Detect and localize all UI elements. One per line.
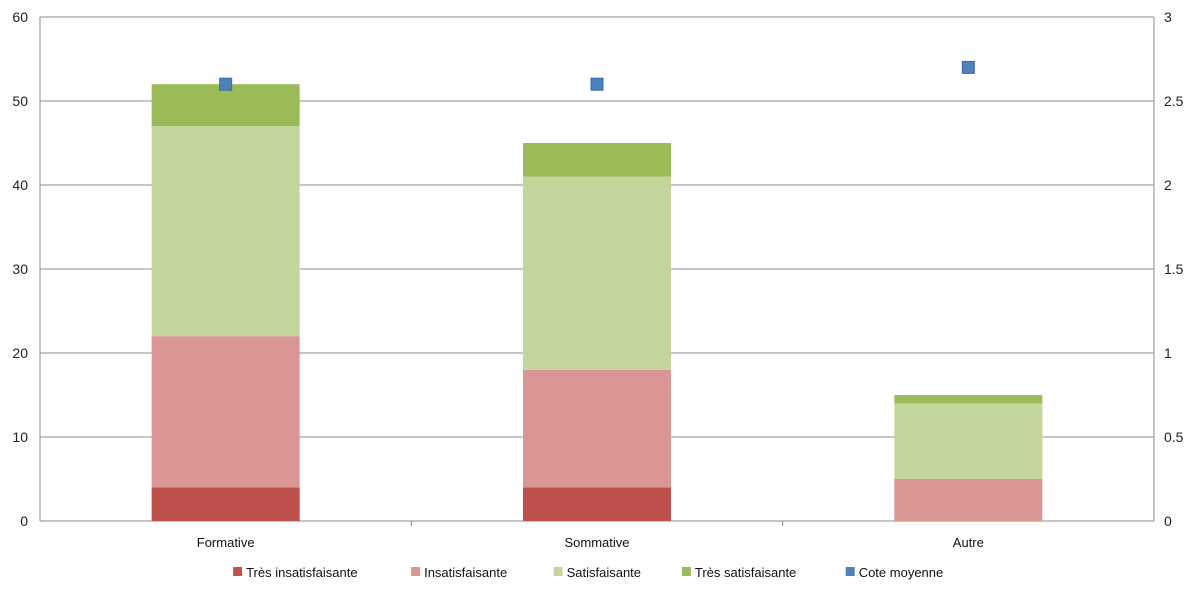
legend-label: Insatisfaisante <box>424 565 507 580</box>
average-score-marker <box>219 77 233 91</box>
legend-label: Très insatisfaisante <box>246 565 358 580</box>
x-category-label: Formative <box>197 535 255 550</box>
y-left-tick-label: 50 <box>12 93 28 109</box>
bar-segment <box>523 143 671 177</box>
x-category-label: Sommative <box>564 535 629 550</box>
x-category-label: Autre <box>953 535 984 550</box>
y-right-tick-label: 2.5 <box>1164 93 1184 109</box>
bar-segment <box>894 403 1043 479</box>
legend-swatch <box>233 567 243 576</box>
bar-segment <box>151 487 300 521</box>
y-left-tick-label: 10 <box>12 429 28 445</box>
legend-swatch <box>845 567 855 576</box>
legend-label: Cote moyenne <box>859 565 944 580</box>
legend-swatch <box>553 567 563 576</box>
bar-segment <box>523 176 671 370</box>
y-right-tick-label: 1.5 <box>1164 261 1184 277</box>
y-left-tick-label: 20 <box>12 345 28 361</box>
y-right-tick-label: 3 <box>1164 9 1172 25</box>
bar-segment <box>894 479 1043 521</box>
y-right-tick-label: 2 <box>1164 177 1172 193</box>
legend-swatch <box>681 567 691 576</box>
y-right-tick-label: 0 <box>1164 513 1172 529</box>
legend-label: Très satisfaisante <box>695 565 796 580</box>
bar-segment <box>151 126 300 337</box>
legend-label: Satisfaisante <box>567 565 641 580</box>
average-score-marker <box>590 77 604 91</box>
y-left-tick-label: 40 <box>12 177 28 193</box>
y-left-tick-label: 0 <box>20 513 28 529</box>
average-score-marker <box>961 60 975 74</box>
bar-segment <box>523 369 671 488</box>
legend-swatch <box>411 567 421 576</box>
y-left-tick-label: 30 <box>12 261 28 277</box>
y-left-tick-label: 60 <box>12 9 28 25</box>
bar-segment <box>151 336 300 488</box>
y-right-tick-label: 1 <box>1164 345 1172 361</box>
bar-segment <box>523 487 671 521</box>
y-right-tick-label: 0.5 <box>1164 429 1184 445</box>
bar-segment <box>151 84 300 127</box>
bar-segment <box>894 395 1043 404</box>
